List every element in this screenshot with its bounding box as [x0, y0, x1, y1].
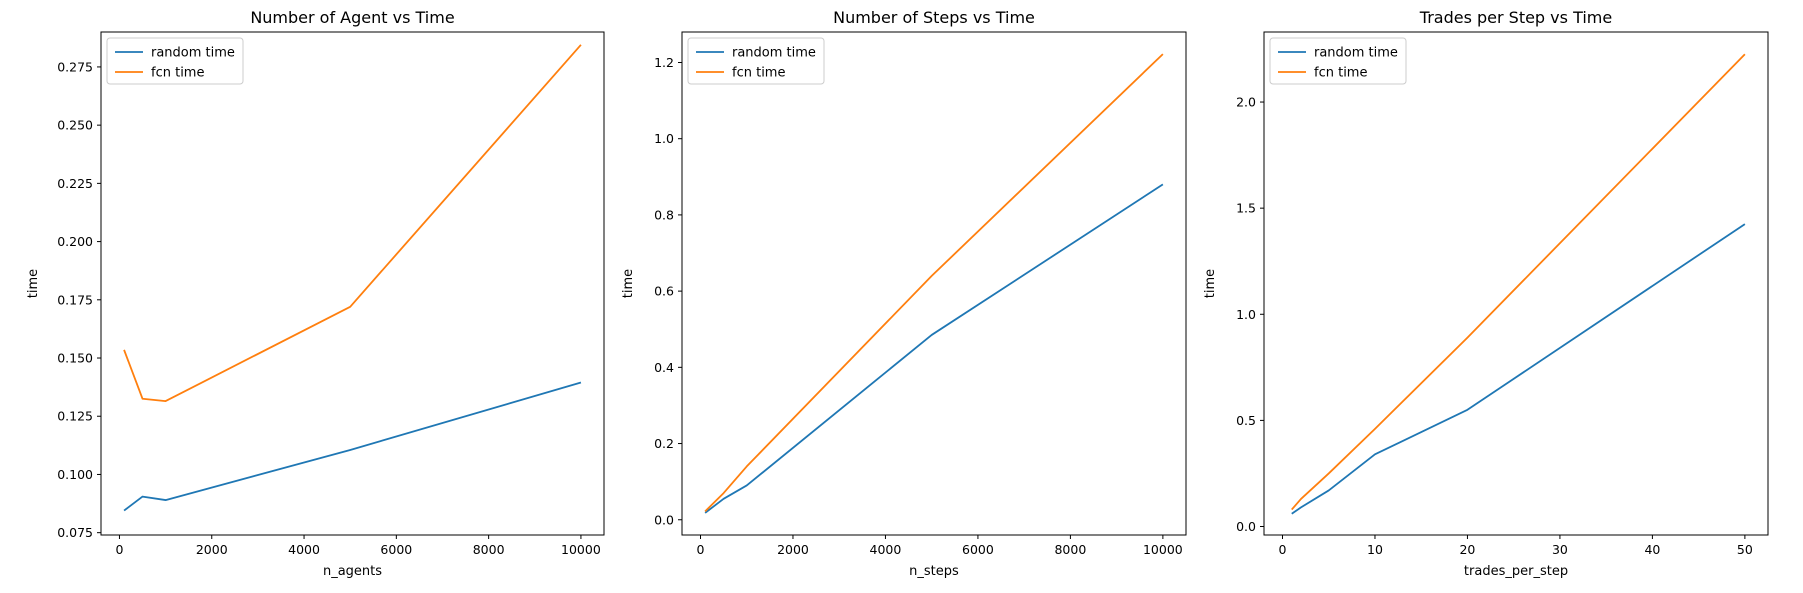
y-tick-label: 0.275	[57, 59, 93, 74]
x-tick-label: 2000	[777, 542, 809, 557]
series-line-2	[1291, 53, 1746, 511]
y-tick-label: 0.150	[57, 351, 93, 366]
y-tick-label: 0.125	[57, 409, 93, 424]
x-tick-label: 2000	[196, 542, 228, 557]
axes-frame	[681, 31, 1187, 536]
y-tick-label: 1.0	[654, 131, 674, 146]
y-tick-label: 0.8	[654, 207, 674, 222]
legend-label-1: random time	[1314, 46, 1398, 61]
x-axis-label: n_steps	[909, 564, 959, 579]
legend-label-2: fcn time	[151, 66, 204, 81]
chart-title: Number of Steps vs Time	[833, 8, 1035, 27]
x-tick-label: 10000	[1143, 542, 1183, 557]
x-tick-label: 4000	[288, 542, 320, 557]
x-tick-label: 0	[115, 542, 123, 557]
legend-label-2: fcn time	[732, 66, 785, 81]
chart-panel-3: Trades per Step vs Time 0 10 20 30 40 50 0.0 0.5…	[1203, 8, 1769, 579]
x-tick-label: 0	[1279, 542, 1287, 557]
y-tick-label: 0.0	[1236, 519, 1256, 534]
x-tick-label: 30	[1552, 542, 1568, 557]
x-tick-label: 40	[1644, 542, 1660, 557]
y-tick-label: 2.0	[1236, 95, 1256, 110]
x-tick-label: 6000	[962, 542, 994, 557]
y-tick-label: 0.0	[654, 512, 674, 527]
y-axis-label: time	[26, 269, 41, 298]
axes-frame	[100, 31, 605, 536]
legend: random time fcn time	[687, 37, 825, 85]
x-tick-label: 10	[1367, 542, 1383, 557]
x-axis-label: n_agents	[323, 564, 382, 579]
y-tick-label: 0.2	[654, 436, 674, 451]
x-tick-label: 10000	[561, 542, 601, 557]
legend-label-1: random time	[732, 46, 816, 61]
x-axis-label: trades_per_step	[1464, 564, 1568, 579]
series-line-2	[704, 53, 1164, 513]
x-tick-label: 50	[1737, 542, 1753, 557]
x-tick-label: 8000	[473, 542, 505, 557]
y-axis-label: time	[1203, 269, 1218, 298]
legend-label-1: random time	[151, 46, 235, 61]
chart-title: Number of Agent vs Time	[250, 8, 454, 27]
y-tick-label: 0.200	[57, 234, 93, 249]
series-line-1	[1291, 223, 1746, 515]
x-tick-label: 8000	[1054, 542, 1086, 557]
y-tick-label: 0.6	[654, 284, 674, 299]
y-tick-label: 0.5	[1236, 413, 1256, 428]
legend: random time fcn time	[1269, 37, 1407, 85]
y-tick-label: 0.225	[57, 176, 93, 191]
series-line-1	[123, 381, 582, 512]
y-tick-label: 0.175	[57, 292, 93, 307]
legend: random time fcn time	[106, 37, 244, 85]
y-tick-label: 0.250	[57, 118, 93, 133]
y-tick-label: 0.075	[57, 525, 93, 540]
x-tick-label: 20	[1459, 542, 1475, 557]
y-tick-label: 1.5	[1236, 201, 1256, 216]
y-axis-label: time	[621, 269, 636, 298]
y-tick-label: 0.4	[654, 360, 674, 375]
chart-title: Trades per Step vs Time	[1419, 8, 1612, 27]
y-tick-label: 0.100	[57, 467, 93, 482]
series-line-2	[123, 44, 582, 403]
x-tick-label: 0	[697, 542, 705, 557]
x-tick-label: 6000	[380, 542, 412, 557]
y-tick-label: 1.0	[1236, 307, 1256, 322]
y-tick-label: 1.2	[654, 55, 674, 70]
axes-frame	[1263, 31, 1769, 536]
chart-panel-2: Number of Steps vs Time 0 2000 4000 6000 8000…	[621, 8, 1187, 579]
legend-label-2: fcn time	[1314, 66, 1367, 81]
series-line-1	[704, 183, 1164, 514]
chart-panel-1: Number of Agent vs Time 0 2000 4000 6000 8000…	[26, 8, 605, 579]
x-tick-label: 4000	[870, 542, 902, 557]
